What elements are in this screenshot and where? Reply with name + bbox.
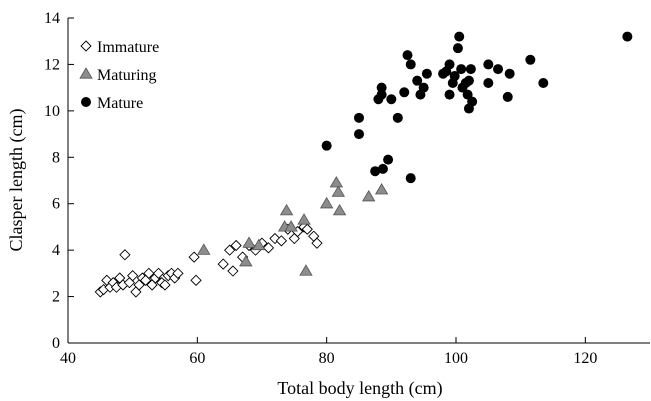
data-points [94, 31, 633, 298]
point-mature [452, 43, 463, 54]
point-mature [463, 75, 474, 86]
x-axis-ticks: 40 60 80 100 120 [60, 337, 597, 367]
point-mature [483, 78, 494, 88]
point-mature [456, 64, 467, 75]
point-maturing [331, 185, 346, 197]
point-maturing [329, 176, 344, 188]
point-mature [412, 75, 423, 86]
point-maturing [374, 182, 389, 195]
point-mature [449, 71, 460, 82]
x-tick-label: 80 [319, 350, 335, 367]
point-mature [444, 89, 455, 100]
series-mature [321, 31, 633, 184]
point-maturing [239, 254, 253, 267]
legend: Immature Maturing Mature [79, 39, 159, 112]
series-maturing [197, 176, 389, 276]
y-axis-ticks: 0 2 4 6 8 10 12 14 [44, 10, 74, 352]
point-mature [421, 68, 432, 79]
y-tick-label: 0 [52, 335, 60, 352]
point-maturing [319, 196, 334, 209]
x-tick-label: 120 [573, 350, 597, 367]
plot-area: 40 60 80 100 120 0 2 4 6 8 10 12 14 [44, 10, 650, 367]
point-immature [301, 223, 313, 235]
point-maturing [299, 264, 313, 276]
point-mature [376, 89, 387, 100]
y-tick-label: 2 [52, 289, 60, 306]
legend-marker-mature [81, 97, 91, 107]
point-mature [418, 82, 429, 93]
point-maturing [252, 238, 266, 251]
point-immature [262, 242, 275, 254]
point-immature [152, 267, 165, 279]
point-mature [354, 112, 364, 123]
point-immature [311, 237, 323, 249]
point-mature [467, 96, 478, 107]
legend-label-immature: Immature [97, 39, 159, 56]
y-tick-label: 6 [52, 196, 60, 213]
point-mature [376, 82, 387, 93]
point-mature [504, 68, 515, 79]
point-immature [224, 244, 236, 256]
legend-marker-maturing [79, 67, 93, 79]
point-mature [392, 112, 403, 123]
point-immature [275, 235, 288, 247]
point-mature [454, 31, 465, 42]
x-tick-label: 100 [444, 350, 468, 367]
y-tick-label: 10 [44, 103, 60, 120]
point-mature [402, 50, 413, 61]
point-mature [321, 140, 332, 151]
point-immature [188, 251, 200, 263]
point-maturing [197, 243, 211, 255]
point-mature [383, 154, 394, 165]
point-immature [230, 239, 242, 252]
point-mature [405, 59, 416, 70]
y-tick-label: 8 [52, 149, 60, 166]
x-axis-title: Total body length (cm) [277, 378, 442, 399]
point-mature [483, 59, 494, 70]
x-tick-label: 60 [189, 350, 205, 367]
point-mature [622, 31, 633, 42]
y-axis-title: Clasper length (cm) [6, 109, 27, 252]
point-mature [386, 94, 397, 105]
point-mature [493, 64, 504, 75]
point-mature [370, 166, 381, 177]
point-immature [172, 267, 184, 279]
point-mature [377, 163, 388, 174]
point-mature [405, 173, 416, 184]
point-immature [159, 279, 171, 291]
point-mature [465, 64, 476, 75]
point-immature [127, 270, 139, 282]
point-maturing [362, 189, 376, 202]
series-immature [94, 221, 323, 298]
point-immature [119, 249, 131, 261]
point-mature [502, 91, 513, 102]
point-mature [538, 78, 549, 88]
point-immature [143, 267, 155, 279]
y-tick-label: 12 [44, 56, 60, 73]
x-tick-label: 40 [60, 350, 76, 367]
point-maturing [332, 203, 347, 216]
point-mature [399, 87, 410, 98]
point-mature [354, 129, 364, 140]
legend-marker-immature [80, 40, 92, 52]
point-immature [217, 258, 229, 270]
legend-label-maturing: Maturing [97, 67, 157, 84]
legend-label-mature: Mature [97, 95, 143, 112]
point-maturing [242, 236, 256, 248]
point-immature [190, 274, 202, 286]
point-immature [227, 265, 239, 277]
y-tick-label: 14 [44, 10, 60, 27]
y-tick-label: 4 [52, 242, 60, 259]
point-maturing [284, 220, 298, 232]
point-mature [444, 59, 455, 70]
point-mature [525, 54, 536, 65]
point-maturing [297, 213, 311, 225]
point-maturing [279, 203, 294, 216]
